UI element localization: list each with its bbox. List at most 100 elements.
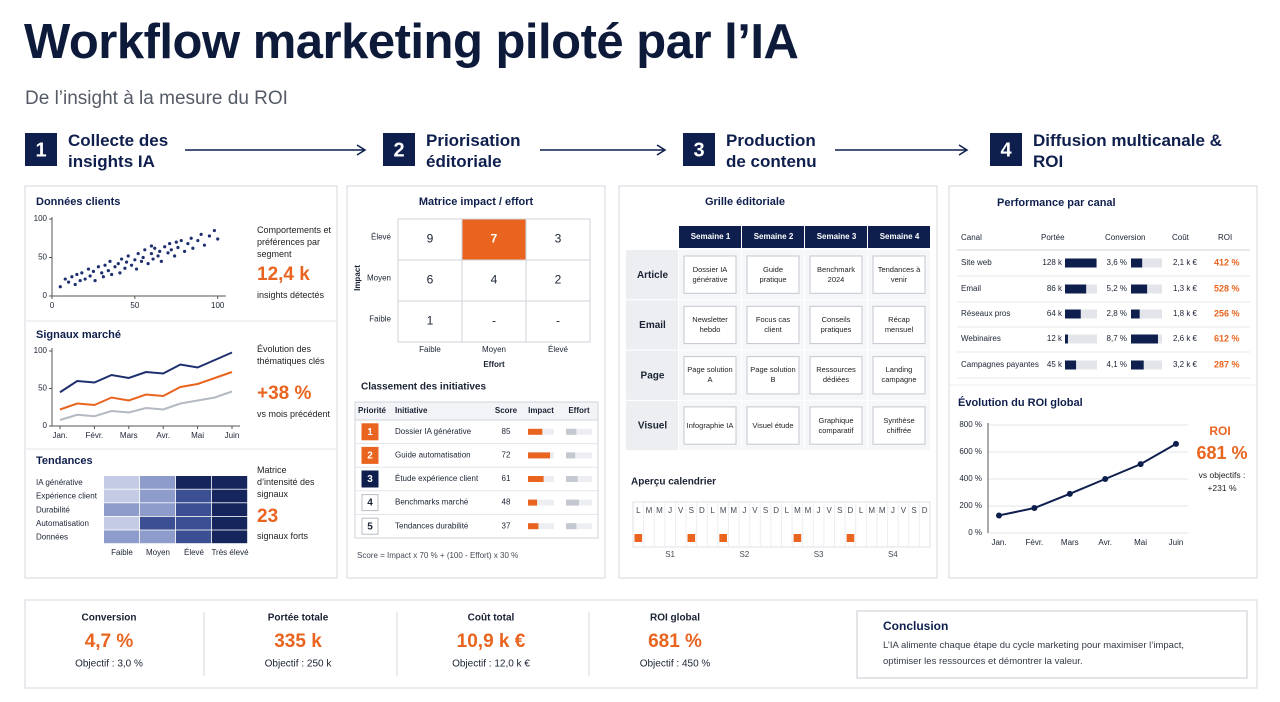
day-letter: V xyxy=(678,506,684,515)
row-label: IA générative xyxy=(36,478,83,487)
heat-cell xyxy=(212,503,248,516)
conversion-bar xyxy=(1131,284,1148,294)
line-series xyxy=(59,390,233,421)
reach-label: 45 k xyxy=(1047,360,1063,369)
roi-label: 256 % xyxy=(1214,308,1240,318)
roi-point xyxy=(1066,490,1073,497)
point xyxy=(199,232,203,236)
reach-bar xyxy=(1065,309,1081,319)
reach-bar xyxy=(1065,284,1087,294)
point xyxy=(124,260,129,264)
point xyxy=(143,248,147,252)
matrix-value: 1 xyxy=(427,314,434,328)
priority: 5 xyxy=(367,521,373,532)
content-card xyxy=(872,356,926,395)
point xyxy=(86,267,91,271)
row-label: Article xyxy=(637,270,669,281)
point xyxy=(196,238,200,243)
x-tick-label: Févr. xyxy=(1026,538,1044,547)
x-tick-label: Mars xyxy=(1061,538,1079,547)
point xyxy=(136,252,140,256)
day-letter: M xyxy=(805,506,812,515)
chart-title: Signaux marché xyxy=(36,329,121,341)
point xyxy=(174,240,178,244)
y-tick-label: 0 % xyxy=(968,528,982,537)
x-tick-label: 50 xyxy=(130,301,139,310)
arrow-head xyxy=(356,144,367,156)
content-card xyxy=(809,255,863,294)
score: 85 xyxy=(502,427,511,436)
x-tick-label: Avr. xyxy=(156,431,170,440)
initiative: Benchmarks marché xyxy=(395,498,469,507)
day-letter: S xyxy=(689,506,694,515)
point xyxy=(156,254,160,258)
day-letter: D xyxy=(848,506,854,515)
point xyxy=(100,271,104,275)
heat-cell xyxy=(104,476,140,489)
initiative: Guide automatisation xyxy=(395,451,471,460)
point xyxy=(103,263,107,267)
content-item: Récap mensuel xyxy=(884,314,914,334)
point xyxy=(80,271,84,275)
heat-cell xyxy=(104,503,140,516)
bar-track xyxy=(566,428,592,435)
y-tick-label: 50 xyxy=(38,253,47,262)
impact-bar xyxy=(528,499,538,506)
conclusion-box xyxy=(856,610,1248,679)
day-letter: M xyxy=(794,506,801,515)
matrix-value: - xyxy=(492,314,496,328)
x-tick-label: Févr. xyxy=(86,431,104,440)
conversion-bar xyxy=(1131,309,1140,319)
score: 37 xyxy=(502,521,511,530)
calendar-event xyxy=(687,534,696,542)
kpi-label: Coût total xyxy=(468,613,515,624)
effort-bar xyxy=(566,452,576,459)
initiative: Étude expérience client xyxy=(395,474,479,483)
day-letter: M xyxy=(656,506,663,515)
cost-label: 2,1 k € xyxy=(1173,258,1198,267)
bar-track xyxy=(566,523,592,530)
point xyxy=(182,249,187,253)
day-letter: J xyxy=(742,506,746,515)
column-header: Priorité xyxy=(358,406,387,415)
step-badge xyxy=(25,133,57,166)
reach-label: 64 k xyxy=(1047,309,1063,318)
content-card xyxy=(746,406,800,445)
heat-cell xyxy=(212,516,248,530)
row-label: Automatisation xyxy=(36,519,89,528)
row-header xyxy=(626,300,678,350)
kpi-target: Objectif : 3,0 % xyxy=(75,659,143,670)
heat-cell xyxy=(176,489,212,503)
row-label: Page xyxy=(641,370,665,381)
point xyxy=(116,262,120,266)
matrix-value: 9 xyxy=(427,232,434,246)
point xyxy=(151,257,155,261)
table-border xyxy=(354,401,599,539)
reach-label: 86 k xyxy=(1047,284,1063,293)
point xyxy=(139,259,144,263)
y-tick-label: 800 % xyxy=(959,420,982,429)
page-subtitle: De l’insight à la mesure du ROI xyxy=(25,88,288,109)
chart-title: Données clients xyxy=(36,196,120,208)
chart-title: Matrice impact / effort xyxy=(419,196,534,208)
content-card xyxy=(872,305,926,345)
roi-point xyxy=(996,512,1002,519)
content-item: Page solution B xyxy=(750,365,796,385)
day-letter: D xyxy=(922,506,928,515)
priority-badge xyxy=(361,423,379,441)
point xyxy=(189,236,193,240)
heat-cell xyxy=(140,516,176,530)
heat-cell xyxy=(176,476,212,489)
matrix-cell xyxy=(397,259,463,302)
kpi-value: 681 % xyxy=(648,631,702,652)
step-title: Collecte des insights IA xyxy=(68,131,169,171)
bar-track xyxy=(566,452,592,459)
kpi-label: insights détectés xyxy=(257,290,325,300)
heat-cell xyxy=(212,476,248,489)
point xyxy=(126,254,130,258)
day-letter: L xyxy=(710,506,715,515)
conversion-bar xyxy=(1131,258,1143,268)
day-letter: S xyxy=(837,506,842,515)
point xyxy=(129,263,134,267)
day-letter: J xyxy=(668,506,672,515)
